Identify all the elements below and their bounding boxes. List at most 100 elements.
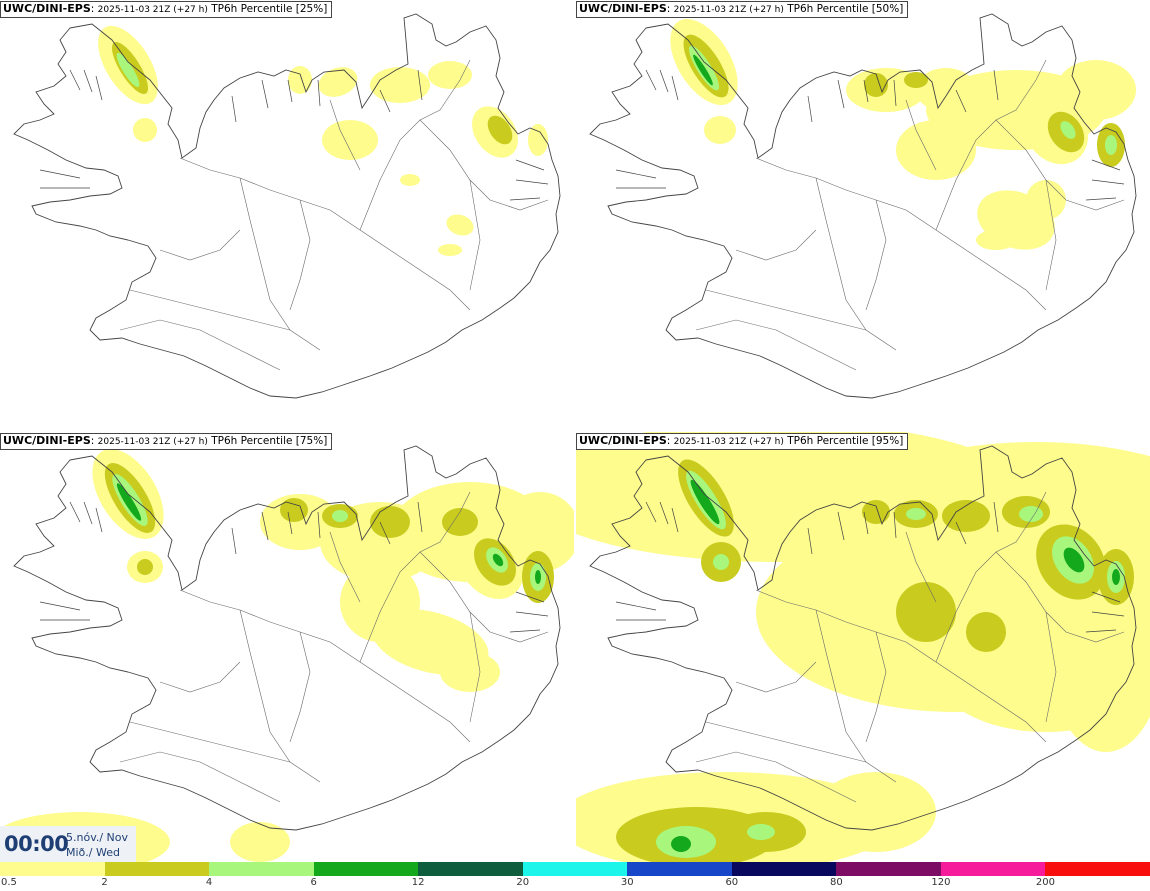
valid-time: 00:00 bbox=[4, 832, 69, 856]
coastline bbox=[13, 13, 561, 399]
panel-title: UWC/DINI-EPS: 2025-11-03 21Z (+27 h) TP6… bbox=[576, 1, 909, 18]
road-line bbox=[755, 589, 1047, 743]
road-line bbox=[865, 199, 887, 311]
precipitation-area bbox=[370, 67, 430, 103]
precipitation-area bbox=[230, 822, 290, 862]
precipitation-area bbox=[693, 54, 713, 86]
iceland-map-p25 bbox=[13, 13, 561, 399]
precipitation-area bbox=[400, 174, 420, 186]
road-line bbox=[289, 631, 311, 743]
road-line bbox=[905, 99, 937, 171]
coastline bbox=[589, 445, 1137, 831]
precipitation-area bbox=[446, 214, 474, 236]
precipitation-area bbox=[137, 559, 153, 575]
precipitation-area bbox=[492, 553, 504, 567]
precipitation-area bbox=[535, 570, 541, 584]
run-time: 2025-11-03 21Z (+27 h) bbox=[97, 5, 208, 15]
road-line bbox=[905, 531, 937, 603]
precipitation-area bbox=[442, 508, 478, 536]
road-line bbox=[439, 491, 471, 543]
precipitation-area bbox=[671, 836, 691, 852]
road-line bbox=[289, 199, 311, 311]
run-time: 2025-11-03 21Z (+27 h) bbox=[673, 5, 784, 15]
road-line bbox=[755, 157, 1047, 311]
road-line bbox=[1045, 611, 1057, 723]
road-line bbox=[119, 751, 281, 803]
fjord-lines bbox=[39, 501, 549, 633]
road-line bbox=[179, 157, 471, 311]
precipitation-area bbox=[862, 500, 890, 524]
road-line bbox=[239, 609, 321, 783]
colorbar-tick-label: 12 bbox=[411, 877, 425, 888]
fjord-lines bbox=[615, 501, 1125, 633]
road-line bbox=[1045, 179, 1057, 291]
colorbar-tick-label: 2 bbox=[101, 877, 108, 888]
road-line bbox=[735, 661, 817, 693]
road-line bbox=[469, 611, 481, 723]
precipitation-area bbox=[747, 824, 775, 840]
precipitation-area bbox=[1063, 547, 1085, 573]
iceland-map-p95 bbox=[576, 432, 1150, 862]
precipitation-area bbox=[116, 52, 140, 88]
precipitation-area bbox=[322, 120, 378, 160]
model-source: UWC/DINI-EPS bbox=[3, 434, 91, 447]
precipitation-area bbox=[1112, 569, 1120, 585]
map-panel-p50: UWC/DINI-EPS: 2025-11-03 21Z (+27 h) TP6… bbox=[576, 0, 1150, 430]
road-line bbox=[419, 551, 549, 643]
road-line bbox=[179, 589, 471, 743]
precipitation-area bbox=[713, 554, 729, 570]
colorbar-tick-label: 120 bbox=[931, 877, 951, 888]
precipitation-area bbox=[370, 506, 410, 538]
colorbar-swatch bbox=[627, 862, 732, 876]
road-line bbox=[1015, 491, 1047, 543]
coastline bbox=[13, 445, 561, 831]
road-line bbox=[815, 609, 897, 783]
colorbar-swatch bbox=[940, 862, 1046, 876]
colorbar-tick-label: 80 bbox=[829, 877, 843, 888]
coastline bbox=[589, 13, 1137, 399]
road-line bbox=[159, 229, 241, 261]
precipitation-area bbox=[1026, 180, 1066, 220]
road-line bbox=[469, 179, 481, 291]
run-time: 2025-11-03 21Z (+27 h) bbox=[97, 437, 208, 447]
model-source: UWC/DINI-EPS bbox=[579, 2, 667, 15]
road-line bbox=[419, 119, 549, 211]
product-label: TP6h Percentile [75%] bbox=[211, 435, 328, 447]
road-line bbox=[935, 109, 1017, 231]
precipitation-area bbox=[690, 479, 720, 525]
precipitation-area bbox=[428, 61, 472, 89]
road-line bbox=[329, 531, 361, 603]
precipitation-area bbox=[896, 582, 956, 642]
model-source: UWC/DINI-EPS bbox=[579, 434, 667, 447]
road-line bbox=[935, 541, 1017, 663]
road-line bbox=[695, 751, 857, 803]
precipitation-area bbox=[864, 73, 888, 97]
precipitation-area bbox=[332, 510, 348, 522]
colorbar-swatch bbox=[1045, 862, 1150, 876]
iceland-map-p75 bbox=[0, 445, 574, 862]
precipitation-area bbox=[487, 115, 513, 145]
road-line bbox=[359, 109, 441, 231]
road-line bbox=[119, 319, 281, 371]
precipitation-area bbox=[440, 652, 500, 692]
colorbar-tick-label: 20 bbox=[516, 877, 530, 888]
panel-title: UWC/DINI-EPS: 2025-11-03 21Z (+27 h) TP6… bbox=[0, 433, 333, 450]
colorbar-tick-label: 30 bbox=[620, 877, 634, 888]
precipitation-area bbox=[906, 508, 926, 520]
iceland-map-p50 bbox=[589, 13, 1137, 399]
colorbar-swatch bbox=[104, 862, 210, 876]
precipitation-area bbox=[133, 118, 157, 142]
colorbar-ticks: 0.5 2 4 6 12 20 30 60 80 120 200 bbox=[0, 876, 1150, 891]
road-line bbox=[359, 541, 441, 663]
road-line bbox=[159, 661, 241, 693]
product-label: TP6h Percentile [95%] bbox=[787, 435, 904, 447]
precipitation-area bbox=[318, 67, 358, 97]
road-line bbox=[129, 721, 291, 763]
precipitation-area bbox=[816, 772, 936, 852]
precipitation-area bbox=[280, 498, 308, 522]
road-line bbox=[129, 289, 291, 331]
precipitation-area bbox=[116, 483, 142, 521]
road-line bbox=[735, 229, 817, 261]
map-panel-p25: UWC/DINI-EPS: 2025-11-03 21Z (+27 h) TP6… bbox=[0, 0, 574, 430]
valid-date-line2: Mið./ Wed bbox=[66, 846, 120, 859]
